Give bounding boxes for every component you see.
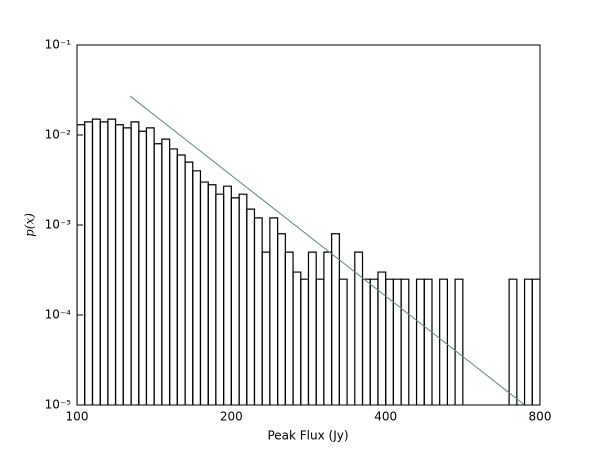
histogram-bin	[523, 278, 533, 405]
histogram-bin	[307, 251, 317, 405]
histogram-bin	[114, 124, 124, 405]
histogram-bin	[331, 233, 340, 405]
histogram-bin	[531, 278, 540, 405]
histogram-bin	[138, 130, 148, 405]
histogram-bin	[400, 278, 410, 405]
histogram-bin	[369, 278, 379, 405]
x-tick-label: 400	[374, 410, 397, 424]
y-axis-label: p(x)	[23, 213, 37, 237]
histogram-bin	[323, 251, 333, 405]
histogram-bin	[415, 278, 425, 405]
histogram-bin	[246, 208, 256, 405]
histogram-bin	[153, 143, 163, 405]
histogram-bin	[269, 217, 279, 405]
histogram-bin	[199, 181, 209, 405]
y-tick-label: 10⁻¹	[45, 38, 72, 52]
histogram-bin	[223, 185, 232, 405]
histogram-bin	[77, 124, 86, 405]
x-tick-label: 100	[66, 410, 89, 424]
histogram-bin	[508, 278, 518, 405]
y-tick-label: 10⁻⁵	[45, 398, 72, 412]
histogram-bin	[392, 278, 402, 405]
histogram-bin	[284, 251, 294, 405]
histogram-bin	[253, 217, 263, 405]
histogram-bin	[192, 170, 202, 405]
histogram-bin	[315, 278, 325, 405]
histogram-bin	[454, 278, 464, 405]
histogram-bin	[161, 138, 171, 405]
histogram-bin	[107, 118, 117, 405]
x-axis-label: Peak Flux (Jy)	[267, 429, 348, 443]
histogram-bin	[261, 251, 271, 405]
histogram-bin	[99, 121, 109, 405]
histogram-bin	[338, 278, 348, 405]
histogram-bin	[277, 233, 286, 405]
histogram-bin	[84, 121, 94, 405]
y-tick-label: 10⁻⁴	[45, 308, 72, 322]
y-tick-label: 10⁻³	[45, 218, 72, 232]
histogram-bin	[130, 121, 140, 405]
histogram-bin	[300, 278, 310, 405]
histogram-bin	[439, 278, 448, 405]
x-tick-label: 800	[529, 410, 552, 424]
histogram-bin	[169, 148, 178, 405]
histogram-bin	[176, 154, 186, 405]
histogram-bin	[361, 278, 371, 405]
histogram-bin	[354, 251, 364, 405]
histogram-bin	[230, 197, 240, 405]
x-tick-label: 200	[220, 410, 243, 424]
histogram-bin	[292, 271, 302, 405]
histogram-bin	[184, 161, 194, 405]
histogram-bin	[145, 127, 155, 405]
fit-line	[129, 95, 526, 405]
histogram-bin	[207, 184, 217, 405]
histogram-bin	[122, 127, 132, 405]
histogram-bin	[238, 193, 248, 405]
histogram-bin	[91, 118, 101, 405]
histogram-bin	[215, 193, 225, 405]
histogram-bin	[423, 278, 433, 405]
y-tick-label: 10⁻²	[45, 128, 72, 142]
plot-area	[77, 95, 540, 405]
